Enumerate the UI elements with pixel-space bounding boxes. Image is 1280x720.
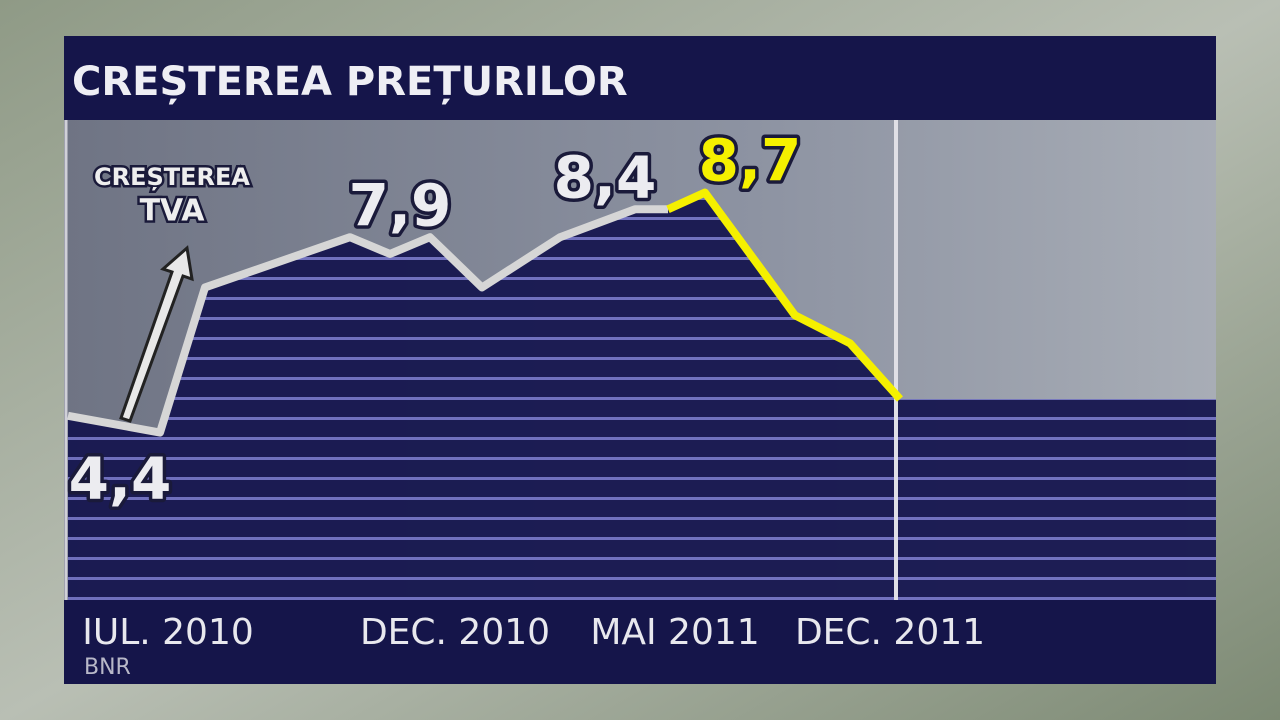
x-tick-label: IUL. 2010 — [82, 612, 254, 653]
value-label: 7,9 — [349, 171, 452, 239]
line — [67, 205, 668, 437]
arrow — [119, 245, 194, 423]
annotation: CREȘTEREA — [94, 163, 250, 191]
line — [666, 188, 903, 402]
x-tick-label: DEC. 2010 — [360, 612, 550, 653]
chart-title: CREȘTEREA PREȚURILOR — [72, 59, 628, 105]
value-label: 4,4 — [69, 445, 172, 513]
annotation: TVA — [140, 194, 206, 229]
source: BNR — [84, 655, 131, 680]
value-label: 8,4 — [554, 143, 657, 211]
value-label: 8,7 — [699, 127, 802, 195]
x-tick-label: DEC. 2011 — [795, 612, 985, 653]
area-fill — [68, 192, 1216, 600]
x-tick-label: MAI 2011 — [590, 612, 759, 653]
